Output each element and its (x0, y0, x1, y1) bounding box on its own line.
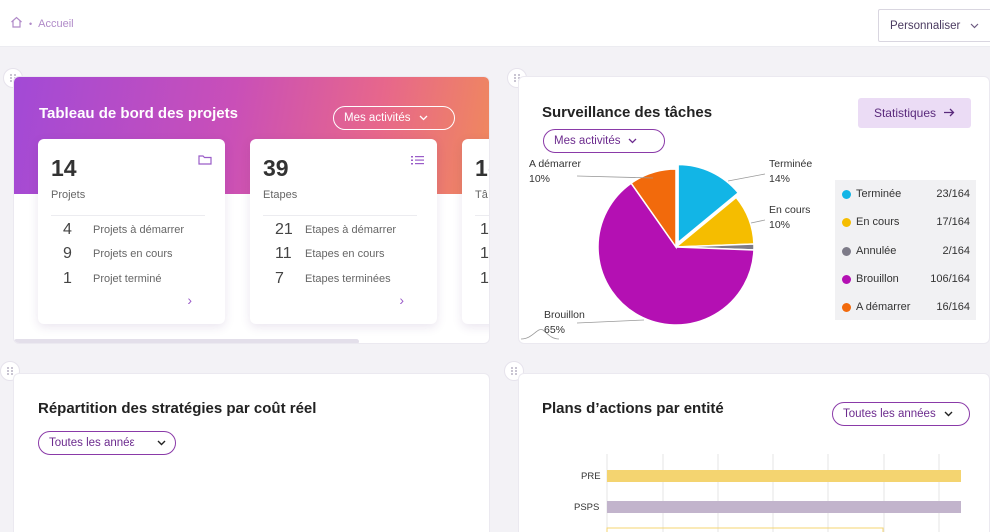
bar-psps (607, 501, 961, 513)
projects-card-title: Tableau de bord des projets (39, 105, 238, 122)
legend-item[interactable]: En cours 17/164 (842, 216, 970, 228)
arrow-right-icon (944, 106, 955, 120)
bar-pre (607, 470, 961, 482)
action-plans-card: Plans d’actions par entité Toutes les an… (518, 373, 990, 532)
filter-label: Toutes les annéε (49, 437, 135, 449)
home-icon[interactable] (10, 16, 23, 31)
breadcrumb-home-link[interactable]: Accueil (38, 17, 74, 30)
plans-year-filter[interactable]: Toutes les années (832, 402, 970, 426)
stat-row: 1 (480, 245, 489, 262)
strategies-cost-card: Répartition des stratégies par coût réel… (13, 373, 490, 532)
bar-label: PRE (581, 471, 601, 482)
stat-row: 7 Etapes terminées (275, 270, 391, 287)
stat-value: 39 (263, 155, 289, 181)
stat-label: Etapes (263, 189, 298, 201)
stat-row: 4 Projets à démarrer (63, 221, 185, 238)
pie-slice-a-d-marrer[interactable] (630, 168, 677, 250)
chevron-right-icon[interactable]: › (399, 292, 404, 308)
legend-item[interactable]: Terminée 23/164 (842, 188, 970, 200)
chevron-down-icon (419, 112, 428, 124)
legend-item[interactable]: A démarrer 16/164 (842, 301, 970, 313)
plans-bar-chart (606, 454, 961, 532)
legend-item[interactable]: Annulée 2/164 (842, 245, 970, 257)
breadcrumb-separator: • (29, 18, 33, 29)
statistics-label: Statistiques (873, 106, 937, 120)
tasks-monitoring-card: Surveillance des tâches Mes activités St… (518, 76, 990, 344)
stat-row: 1 Projet terminé (63, 270, 162, 287)
chevron-down-icon (944, 408, 953, 420)
folder-icon (198, 152, 212, 170)
tasks-card-title: Surveillance des tâches (542, 104, 713, 121)
bar-label: PSPS (574, 502, 600, 513)
projects-activity-filter[interactable]: Mes activités (333, 106, 455, 130)
strategies-year-filter[interactable]: Toutes les annéε (38, 431, 176, 455)
pie-label: Brouillon 65% (544, 309, 585, 336)
pie-label: Terminée 14% (769, 158, 813, 185)
breadcrumb: • Accueil (10, 16, 74, 31)
filter-label: Toutes les années (843, 408, 936, 420)
chevron-down-icon (157, 437, 166, 449)
task-status-pie-chart (597, 163, 755, 326)
pie-label: A démarrer 10% (529, 158, 581, 185)
strategies-card-title: Répartition des stratégies par coût réel (38, 400, 317, 417)
stat-label: Tâ (475, 189, 488, 201)
statistics-button[interactable]: Statistiques (858, 98, 971, 128)
list-icon (411, 152, 424, 170)
stat-row: 12 (480, 221, 489, 238)
tasks-activity-filter[interactable]: Mes activités (543, 129, 665, 153)
filter-label: Mes activités (554, 135, 621, 147)
pie-legend: Terminée 23/164 En cours 17/164 Annulée 2/1… (835, 180, 976, 320)
stat-value: 14 (51, 155, 77, 181)
customize-label: Personnaliser (890, 19, 961, 32)
stat-row: 21 Etapes à démarrer (275, 221, 397, 238)
tasks-stat-card: 1( Tâ 12 1 1 (462, 139, 489, 324)
pie-slice-brouillon[interactable] (597, 182, 755, 326)
top-bar: • Accueil Personnaliser (0, 0, 990, 47)
plans-card-title: Plans d’actions par entité (542, 400, 724, 417)
filter-label: Mes activités (344, 112, 411, 124)
steps-stat-card: 39 Etapes 21 Etapes à démarrer 11 Etapes e… (250, 139, 437, 324)
pie-label: En cours 10% (769, 204, 811, 231)
chevron-right-icon[interactable]: › (187, 292, 192, 308)
bar-partial (606, 527, 884, 532)
chevron-down-icon (628, 135, 637, 147)
horizontal-scrollbar[interactable] (14, 339, 359, 343)
chevron-down-icon (970, 20, 979, 32)
legend-item[interactable]: Brouillon 106/164 (842, 273, 970, 285)
stat-row: 11 Etapes en cours (275, 245, 385, 262)
projects-stat-card: 14 Projets 4 Projets à démarrer 9 Projets … (38, 139, 225, 324)
stat-row: 1 (480, 270, 489, 287)
stat-value: 1( (475, 155, 489, 181)
pie-slice-termin-e[interactable] (677, 163, 740, 245)
stat-row: 9 Projets en cours (63, 245, 173, 262)
customize-button[interactable]: Personnaliser (878, 9, 990, 42)
stat-label: Projets (51, 189, 86, 201)
projects-dashboard-card: Tableau de bord des projets Mes activité… (13, 76, 490, 344)
